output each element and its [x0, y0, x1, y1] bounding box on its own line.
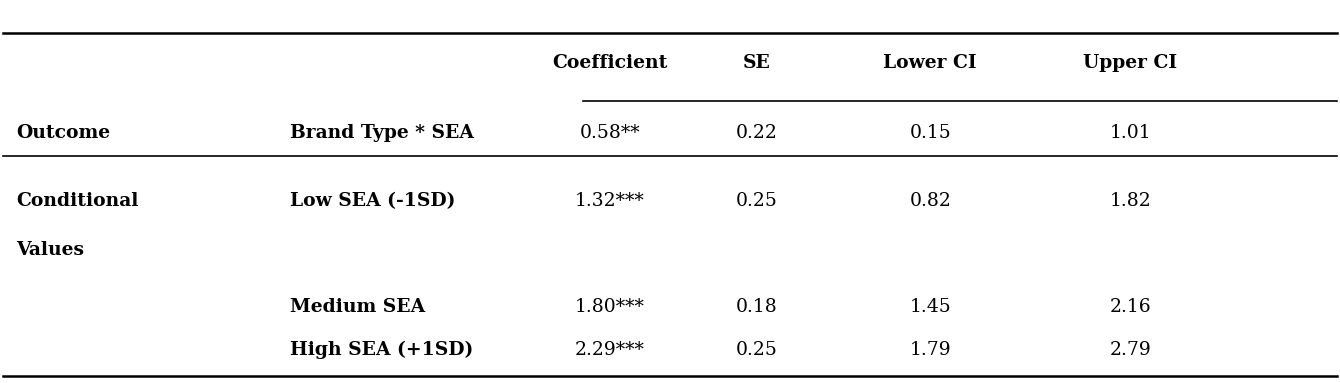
Text: 1.32***: 1.32*** [575, 192, 645, 210]
Text: Medium SEA: Medium SEA [289, 298, 425, 316]
Text: Low SEA (-1SD): Low SEA (-1SD) [289, 192, 456, 210]
Text: Coefficient: Coefficient [552, 54, 667, 72]
Text: 0.82: 0.82 [910, 192, 951, 210]
Text: 2.16: 2.16 [1110, 298, 1151, 316]
Text: Brand Type * SEA: Brand Type * SEA [289, 124, 473, 142]
Text: 0.25: 0.25 [736, 341, 777, 359]
Text: High SEA (+1SD): High SEA (+1SD) [289, 341, 473, 359]
Text: 1.82: 1.82 [1110, 192, 1151, 210]
Text: 0.15: 0.15 [910, 124, 951, 142]
Text: 2.29***: 2.29*** [575, 341, 645, 359]
Text: 0.58**: 0.58** [580, 124, 641, 142]
Text: Upper CI: Upper CI [1083, 54, 1178, 72]
Text: 1.45: 1.45 [910, 298, 951, 316]
Text: Values: Values [16, 241, 84, 259]
Text: 1.01: 1.01 [1110, 124, 1151, 142]
Text: 0.25: 0.25 [736, 192, 777, 210]
Text: 1.80***: 1.80*** [575, 298, 645, 316]
Text: Lower CI: Lower CI [883, 54, 977, 72]
Text: 1.79: 1.79 [910, 341, 951, 359]
Text: Outcome: Outcome [16, 124, 110, 142]
Text: 2.79: 2.79 [1110, 341, 1151, 359]
Text: Conditional: Conditional [16, 192, 138, 210]
Text: 0.18: 0.18 [736, 298, 777, 316]
Text: 0.22: 0.22 [736, 124, 777, 142]
Text: SE: SE [742, 54, 770, 72]
